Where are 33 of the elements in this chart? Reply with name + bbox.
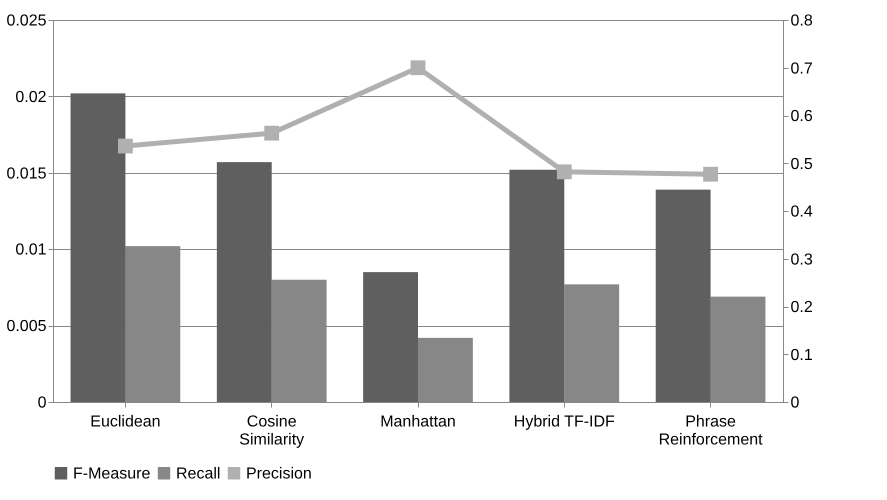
point [264, 126, 280, 141]
point [410, 60, 426, 76]
legend-label: Recall [176, 465, 220, 482]
bar [70, 93, 126, 402]
y2-tick-label: 0.4 [790, 204, 813, 220]
y2-tick-label: 0.5 [790, 156, 813, 173]
bar [509, 170, 564, 402]
x-tick-label: Hybrid TF-IDF [514, 414, 616, 430]
x-tick-label: Cosine Similarity [239, 414, 304, 448]
x-tick-label: Manhattan [380, 414, 456, 430]
y2-tick-label: 0.3 [790, 251, 813, 268]
bar [656, 190, 711, 402]
y2-tick-label: 0.6 [790, 108, 813, 125]
y2-tick-label: 0 [790, 394, 800, 412]
x-tick-label: Phrase Reinforcement [658, 414, 764, 448]
y-tick-label: 0.025 [6, 12, 47, 30]
point [556, 164, 572, 180]
y-tick-label: 0.02 [15, 88, 47, 106]
legend-label: F-Measure [73, 465, 150, 482]
y2-tick-label: 0.1 [790, 346, 813, 364]
y2-tick-label: 0.7 [790, 60, 813, 78]
point [118, 138, 133, 154]
bar [363, 272, 418, 402]
x-tick-label: Euclidean [90, 414, 161, 430]
y-tick-label: 0.01 [15, 242, 47, 259]
y2-tick-label: 0.8 [790, 12, 813, 30]
y-tick-label: 0 [38, 394, 47, 412]
point [703, 166, 718, 182]
y-tick-label: 0.005 [6, 318, 47, 336]
y2-tick-label: 0.2 [790, 299, 813, 316]
legend-label: Precision [246, 465, 312, 482]
y-tick-label: 0.015 [6, 165, 47, 182]
bar [216, 162, 272, 402]
